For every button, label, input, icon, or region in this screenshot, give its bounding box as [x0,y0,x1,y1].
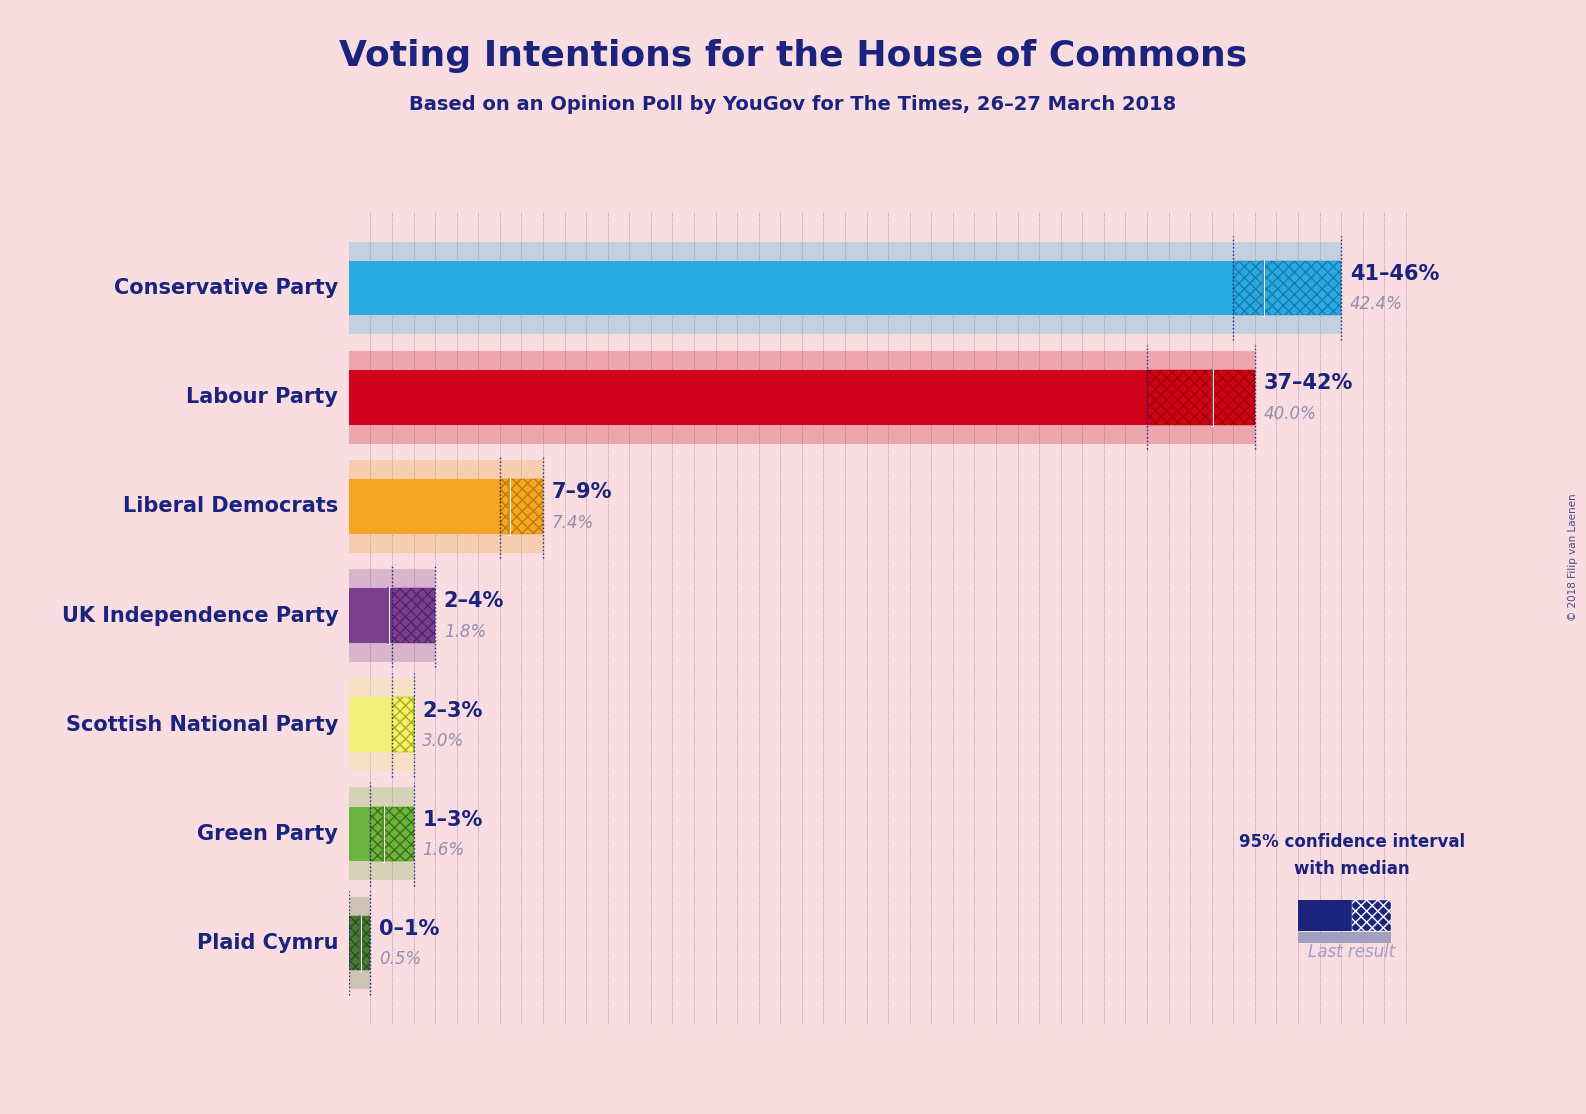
Text: 3.0%: 3.0% [422,732,465,750]
Text: 41–46%: 41–46% [1350,264,1439,284]
Text: Liberal Democrats: Liberal Democrats [122,497,338,517]
Bar [1147,370,1255,424]
Text: 2–4%: 2–4% [444,592,504,612]
Text: Labour Party: Labour Party [186,388,338,408]
Text: 42.4%: 42.4% [1350,295,1402,313]
Bar [1234,261,1342,315]
Text: UK Independence Party: UK Independence Party [62,606,338,626]
Text: Based on an Opinion Poll by YouGov for The Times, 26–27 March 2018: Based on an Opinion Poll by YouGov for T… [409,95,1177,114]
Bar [349,351,1255,443]
Bar [1351,900,1391,931]
Bar [349,261,1234,315]
Text: Last result: Last result [1308,944,1396,961]
Text: with median: with median [1294,860,1410,878]
Text: 40.0%: 40.0% [1264,404,1316,422]
Bar [1297,900,1351,931]
Bar [500,479,542,534]
Bar [349,807,371,861]
Bar [1234,261,1342,315]
Text: Green Party: Green Party [197,824,338,844]
Text: 0–1%: 0–1% [379,919,439,939]
Bar [349,916,371,970]
Text: 1–3%: 1–3% [422,810,482,830]
Text: 2–3%: 2–3% [422,701,482,721]
Text: Voting Intentions for the House of Commons: Voting Intentions for the House of Commo… [339,39,1247,74]
Bar [371,807,414,861]
Text: © 2018 Filip van Laenen: © 2018 Filip van Laenen [1569,494,1578,620]
Text: Conservative Party: Conservative Party [114,278,338,299]
Text: 0.5%: 0.5% [379,950,422,968]
Bar [371,807,414,861]
Bar [349,460,542,553]
Bar [349,569,435,662]
Text: 1.6%: 1.6% [422,841,465,859]
Text: 7.4%: 7.4% [552,514,593,531]
Bar [349,788,414,880]
Text: Plaid Cymru: Plaid Cymru [197,934,338,952]
Bar [349,897,371,989]
Bar [349,916,371,970]
Bar [500,479,542,534]
Text: Scottish National Party: Scottish National Party [65,715,338,735]
Bar [349,697,392,752]
Bar [349,678,414,771]
Bar [1351,900,1391,931]
Bar [392,697,414,752]
Text: 1.8%: 1.8% [444,623,485,641]
Text: 95% confidence interval: 95% confidence interval [1239,833,1465,851]
Text: 37–42%: 37–42% [1264,373,1353,393]
Bar [349,242,1342,334]
Bar [1147,370,1255,424]
Bar [392,588,435,643]
Bar [349,479,500,534]
Bar [349,370,1147,424]
Bar [392,588,435,643]
Bar [349,588,392,643]
Bar [1297,932,1391,944]
Bar [392,697,414,752]
Text: 7–9%: 7–9% [552,482,612,502]
